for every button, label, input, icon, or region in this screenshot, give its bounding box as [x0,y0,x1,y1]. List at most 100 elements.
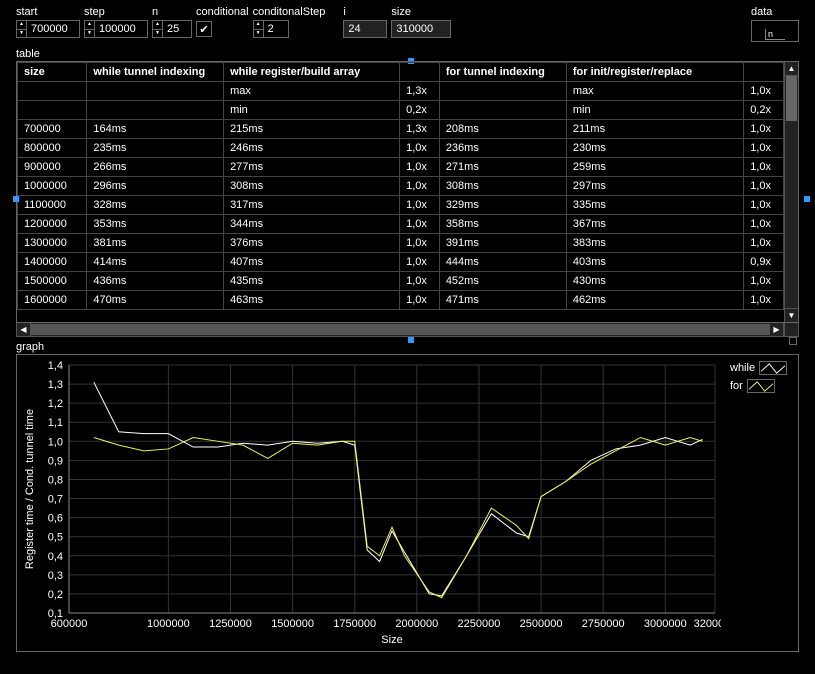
down-icon[interactable]: ▼ [153,30,162,38]
scroll-track[interactable] [785,76,798,308]
table-cell [18,82,87,101]
table-cell: 435ms [224,272,400,291]
table-cell: min [224,101,400,120]
condstep-spinner[interactable]: ▲▼ [254,21,264,37]
table-cell: 1,0x [400,177,440,196]
control-start: start ▲▼ 700000 [16,6,80,42]
resize-handle[interactable] [789,337,797,345]
step-spinner[interactable]: ▲▼ [85,21,95,37]
table: sizewhile tunnel indexingwhile register/… [17,62,784,310]
graph: 0,10,20,30,40,50,60,70,80,91,01,11,21,31… [16,354,799,652]
table-cell: 1,0x [744,234,784,253]
conditional-checkbox[interactable]: ✔ [196,21,212,37]
vertical-scrollbar[interactable]: ▲ ▼ [784,62,798,322]
svg-text:0,2: 0,2 [48,589,63,601]
scroll-thumb[interactable] [786,76,797,121]
down-icon[interactable]: ▼ [17,30,26,38]
label-data: data [751,6,799,18]
column-header: size [18,63,87,82]
start-input[interactable]: ▲▼ 700000 [16,20,80,38]
step-input[interactable]: ▲▼ 100000 [84,20,148,38]
table-cell: 391ms [439,234,566,253]
table-cell: 164ms [87,120,224,139]
table-cell: 403ms [566,253,743,272]
table-cell: 1,0x [400,139,440,158]
table-cell: 463ms [224,291,400,310]
legend-item-for: for [730,379,794,393]
label-step: step [84,6,148,18]
table-cell [18,101,87,120]
selection-handle-left[interactable] [13,196,19,202]
condstep-value: 2 [264,23,278,35]
selection-handle-right[interactable] [804,196,810,202]
up-icon[interactable]: ▲ [254,21,263,30]
table-row: 1400000414ms407ms1,0x444ms403ms0,9x [18,253,784,272]
control-data: data n [751,6,799,42]
table-scroll: sizewhile tunnel indexingwhile register/… [17,62,784,322]
scroll-down-icon[interactable]: ▼ [785,308,798,322]
hscroll-track[interactable] [31,323,770,336]
table-row: 1000000296ms308ms1,0x308ms297ms1,0x [18,177,784,196]
svg-text:3200000: 3200000 [694,618,721,630]
table-row: 800000235ms246ms1,0x236ms230ms1,0x [18,139,784,158]
table-cell [439,101,566,120]
n-value: 25 [163,23,183,35]
label-conditionalstep: conditonalStep [253,6,326,18]
svg-text:1,4: 1,4 [48,360,63,372]
conditionalstep-input[interactable]: ▲▼ 2 [253,20,289,38]
table-cell: 1000000 [18,177,87,196]
selection-handle-bottom[interactable] [408,337,414,343]
table-cell: 266ms [87,158,224,177]
scroll-left-icon[interactable]: ◀ [17,323,31,336]
table-cell: 1,0x [400,234,440,253]
top-controls: start ▲▼ 700000 step ▲▼ 100000 n ▲▼ 25 c… [4,4,811,44]
svg-text:2250000: 2250000 [458,618,501,630]
table-cell: 1,0x [400,196,440,215]
up-icon[interactable]: ▲ [17,21,26,30]
n-spinner[interactable]: ▲▼ [153,21,163,37]
table-cell [87,101,224,120]
data-table: sizewhile tunnel indexingwhile register/… [16,61,799,323]
start-spinner[interactable]: ▲▼ [17,21,27,37]
table-cell: 230ms [566,139,743,158]
data-display: n [751,20,799,42]
table-cell: 277ms [224,158,400,177]
table-cell: 296ms [87,177,224,196]
table-cell: 271ms [439,158,566,177]
control-conditionalstep: conditonalStep ▲▼ 2 [253,6,326,42]
scroll-up-icon[interactable]: ▲ [785,62,798,76]
size-display: 310000 [391,20,451,38]
control-conditional: conditional ✔ [196,6,249,42]
svg-text:1,2: 1,2 [48,398,63,410]
table-cell: 900000 [18,158,87,177]
horizontal-scrollbar[interactable]: ◀ ▶ [16,323,799,337]
svg-text:Register time / Cond. tunnel t: Register time / Cond. tunnel time [24,409,36,569]
table-cell: 246ms [224,139,400,158]
table-cell: 471ms [439,291,566,310]
n-input[interactable]: ▲▼ 25 [152,20,192,38]
table-cell [87,82,224,101]
svg-text:1000000: 1000000 [147,618,190,630]
table-row: 700000164ms215ms1,3x208ms211ms1,0x [18,120,784,139]
table-row: min0,2xmin0,2x [18,101,784,120]
svg-text:1,0: 1,0 [48,436,63,448]
column-header: while tunnel indexing [87,63,224,82]
svg-text:2500000: 2500000 [520,618,563,630]
scroll-right-icon[interactable]: ▶ [770,323,784,336]
up-icon[interactable]: ▲ [153,21,162,30]
table-cell: 452ms [439,272,566,291]
table-cell: 414ms [87,253,224,272]
up-icon[interactable]: ▲ [85,21,94,30]
svg-text:3000000: 3000000 [644,618,687,630]
hscroll-thumb[interactable] [31,324,770,335]
down-icon[interactable]: ▼ [85,30,94,38]
table-cell: 1,0x [400,215,440,234]
down-icon[interactable]: ▼ [254,30,263,38]
table-cell: 1,0x [400,291,440,310]
legend-item-while: while [730,361,794,375]
svg-text:Size: Size [381,634,402,646]
table-row: 1200000353ms344ms1,0x358ms367ms1,0x [18,215,784,234]
table-cell: 1,0x [400,272,440,291]
legend-label-for: for [730,380,743,392]
legend-swatch-for [747,379,775,393]
